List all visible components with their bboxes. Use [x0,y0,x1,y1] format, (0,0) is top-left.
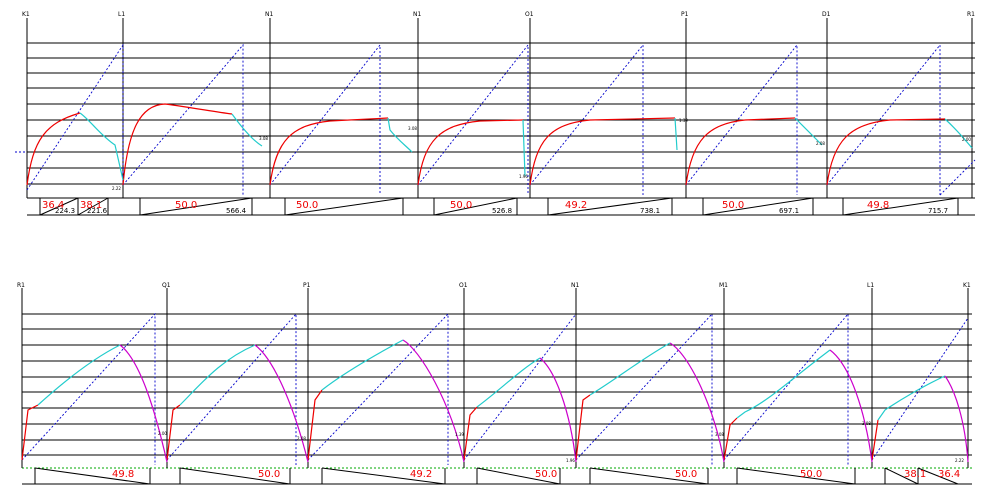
upper-station-labels: K1 L1 N1 N1 O1 P1 D1 R1 [22,11,975,18]
station-label: R1 [967,11,975,18]
small-value: 2.00 [962,137,971,142]
small-value: 1.96 [566,458,575,463]
upper-station-lines [26,18,973,198]
station-label: N1 [265,11,273,18]
small-value: 2.00 [158,431,167,436]
small-value: 2.08 [297,436,306,441]
station-label: O1 [459,282,468,289]
upper-time-curves [15,43,976,196]
segment-speed: 50.0 [800,469,822,480]
segment-speed: 38.1 [904,469,926,480]
upper-speed-curves [26,103,946,186]
small-value: 3.08 [408,126,417,131]
small-value: 2.08 [816,141,825,146]
segment-speed: 36.4 [42,200,64,211]
upper-grid [27,42,975,216]
segment-time: 697.1 [779,207,799,215]
station-label: Q1 [162,282,171,289]
segment-speed: 50.0 [296,200,318,211]
station-label: N1 [571,282,579,289]
small-value: 1.39 [455,432,464,437]
upper-coast-curves [79,112,973,181]
small-value: 2.22 [955,458,964,463]
segment-time: 224.3 [55,207,75,215]
upper-small-values: 2.22 3.08 3.08 1.96 1.39 2.08 2.00 [112,118,971,191]
station-label: K1 [22,11,30,18]
small-value: 3.08 [862,421,871,426]
station-label: L1 [118,11,125,18]
segment-speed: 50.0 [675,469,697,480]
station-label: O1 [525,11,534,18]
upper-panel: K1 L1 N1 N1 O1 P1 D1 R1 [15,11,976,216]
lower-speed-curves [21,389,879,461]
lower-time-curves [21,312,969,465]
station-label: K1 [963,282,971,289]
segment-speed: 38.1 [80,200,102,211]
segment-speed: 50.0 [258,469,280,480]
segment-time: 715.7 [928,207,948,215]
lower-panel: R1 Q1 P1 O1 N1 M1 L1 K1 [17,282,972,485]
small-value: 1.39 [679,118,688,123]
lower-station-labels: R1 Q1 P1 O1 N1 M1 L1 K1 [17,282,971,289]
segment-speed: 50.0 [450,200,472,211]
segment-speed: 50.0 [722,200,744,211]
small-value: 2.22 [112,186,121,191]
station-label: D1 [822,11,831,18]
upper-segment-labels: 36.4 38.1 50.0 50.0 50.0 49.2 50.0 49.8 … [42,200,948,215]
small-value: 3.08 [715,432,724,437]
station-label: P1 [303,282,311,289]
station-label: L1 [867,282,874,289]
lower-grid [22,313,972,485]
station-label: P1 [681,11,689,18]
lower-coast-curves [37,339,946,421]
lower-station-lines [21,288,969,468]
upper-segment-strip [27,197,975,216]
small-value: 3.08 [259,136,268,141]
lower-brake-curves [119,339,969,463]
segment-speed: 50.0 [175,200,197,211]
station-label: N1 [413,11,421,18]
segment-speed: 49.2 [565,200,587,211]
segment-time: 221.6 [87,207,108,215]
station-label: R1 [17,282,25,289]
lower-segment-strip [34,467,959,485]
small-value: 1.96 [519,174,528,179]
segment-speed: 36.4 [938,469,960,480]
segment-time: 526.8 [492,207,512,215]
segment-speed: 50.0 [535,469,557,480]
segment-speed: 49.2 [410,469,432,480]
segment-time: 566.4 [226,207,247,215]
segment-time: 738.1 [640,207,660,215]
lower-segment-labels: 49.8 50.0 49.2 50.0 50.0 50.0 38.1 36.4 [112,469,960,480]
segment-speed: 49.8 [867,200,889,211]
lower-small-values: 2.00 2.08 1.39 1.96 3.08 3.08 2.22 [158,421,964,463]
station-label: M1 [719,282,728,289]
segment-speed: 49.8 [112,469,134,480]
